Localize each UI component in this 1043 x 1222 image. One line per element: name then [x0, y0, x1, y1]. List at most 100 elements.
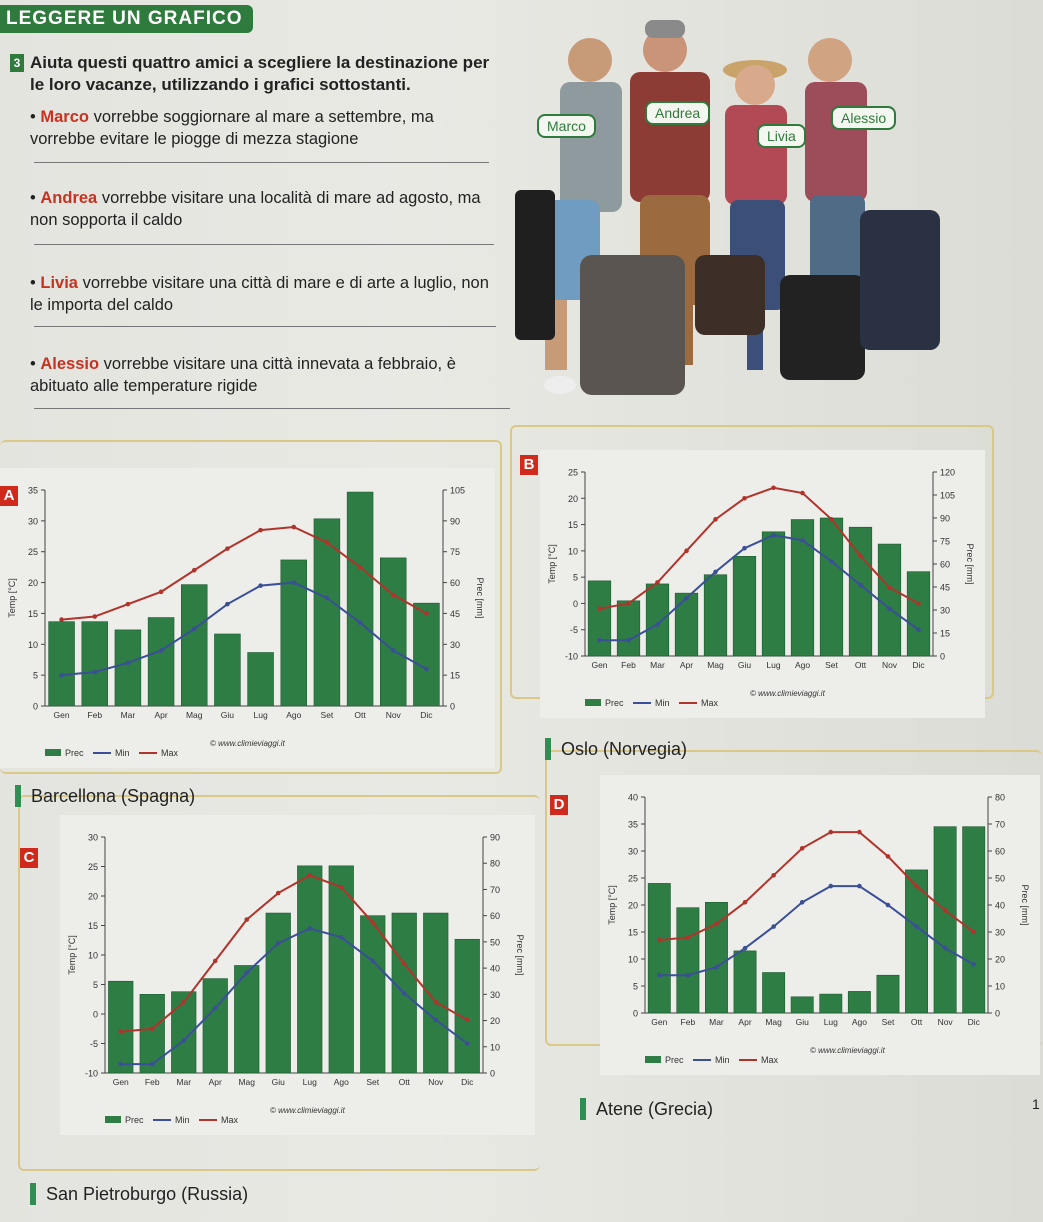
- prec-tick-label: 90: [490, 833, 500, 843]
- prec-tick-label: 80: [995, 793, 1005, 803]
- min-line-point: [684, 595, 689, 601]
- prec-bar: [933, 826, 957, 1014]
- max-line-point: [191, 567, 197, 573]
- max-line: [61, 526, 427, 621]
- min-line-point: [771, 532, 776, 538]
- month-label: Set: [882, 1017, 895, 1027]
- max-line-point: [655, 580, 660, 585]
- min-line: [599, 534, 920, 642]
- prec-tick-label: 15: [940, 629, 950, 639]
- max-line-point: [971, 929, 977, 935]
- prec-bar: [877, 543, 902, 657]
- temp-tick-label: 20: [88, 892, 98, 902]
- temp-tick-label: 10: [628, 955, 638, 965]
- prec-bar: [790, 996, 814, 1014]
- person-alessio: [805, 38, 867, 285]
- month-label: Apr: [738, 1017, 751, 1027]
- min-line-point: [390, 648, 396, 653]
- friend-desc: vorrebbe visitare una città di mare e di…: [30, 274, 489, 314]
- max-line-point: [828, 829, 834, 835]
- city-label-oslo: Oslo (Norvegia): [545, 738, 687, 760]
- prec-tick-label: 45: [450, 609, 460, 619]
- prec-bar: [905, 869, 928, 1014]
- max-line-point: [742, 900, 748, 905]
- climate-chart-atene: 0 5 10 15 20 25 30 35 40 0 10 20 30 40 50 60 70 80 Temp [°…: [600, 775, 1040, 1075]
- legend-source: © www.climieviaggi.it: [750, 689, 826, 698]
- temp-axis-title: Temp [°C]: [7, 578, 17, 618]
- prec-bar: [346, 491, 374, 707]
- suitcase-icon: [860, 210, 940, 350]
- prec-tick-label: 75: [940, 537, 950, 547]
- max-line-point: [942, 908, 948, 913]
- answer-line-andrea[interactable]: [34, 244, 494, 245]
- max-line-point: [626, 601, 631, 606]
- max-line-point: [887, 585, 892, 590]
- prec-tick-label: 0: [995, 1009, 1000, 1019]
- max-line-point: [92, 614, 98, 619]
- prec-tick-label: 0: [490, 1069, 495, 1079]
- answer-line-livia[interactable]: [34, 326, 496, 327]
- answer-line-alessio[interactable]: [34, 408, 510, 409]
- month-label: Apr: [154, 710, 167, 720]
- max-line-point: [149, 1026, 155, 1032]
- temp-tick-label: -5: [570, 625, 578, 635]
- prec-tick-label: 20: [490, 1016, 500, 1026]
- temp-tick-label: 5: [633, 982, 638, 992]
- max-line-point: [370, 920, 376, 925]
- prec-bar: [819, 517, 844, 657]
- prec-tick-label: 20: [995, 955, 1005, 965]
- prec-axis-title: Prec [mm]: [515, 934, 525, 975]
- chart-letter-c: C: [20, 848, 38, 868]
- max-line-point: [275, 890, 281, 896]
- min-line-point: [597, 637, 602, 643]
- chart-letter-a: A: [0, 486, 18, 506]
- friend-andrea-text: • Andrea vorrebbe visitare una località …: [30, 189, 481, 229]
- min-line-point: [916, 627, 921, 633]
- prec-bar: [616, 600, 641, 657]
- prec-tick-label: 105: [450, 486, 465, 496]
- prec-tick-label: 90: [940, 514, 950, 524]
- prec-bar: [676, 907, 700, 1014]
- suitcase-icon: [580, 255, 685, 395]
- prec-bar: [147, 617, 175, 707]
- min-line-point: [714, 964, 719, 970]
- max-line: [120, 874, 468, 1033]
- friend-desc: vorrebbe visitare una città innevata a f…: [30, 355, 456, 395]
- legend-prec-label: Prec: [125, 1115, 144, 1125]
- friend-name: Andrea: [40, 189, 98, 207]
- bag-icon: [515, 190, 555, 340]
- max-line-point: [799, 846, 805, 851]
- prec-tick-label: 10: [995, 982, 1005, 992]
- max-line-point: [291, 524, 297, 530]
- month-label: Ott: [855, 660, 867, 670]
- label-andrea: Andrea: [645, 101, 711, 125]
- max-line-point: [656, 937, 662, 943]
- month-label: Mag: [238, 1077, 255, 1087]
- prec-bar: [265, 912, 291, 1074]
- prec-tick-label: 30: [995, 928, 1005, 938]
- prec-tick-label: 0: [940, 652, 945, 662]
- suitcase-icon: [695, 255, 765, 335]
- min-line-point: [685, 972, 691, 978]
- max-line-point: [357, 564, 363, 570]
- min-line: [659, 885, 975, 977]
- min-line-point: [191, 626, 197, 632]
- answer-line-marco[interactable]: [34, 162, 489, 163]
- temp-tick-label: 35: [28, 486, 38, 496]
- temp-tick-label: 5: [93, 980, 98, 990]
- prec-bar: [703, 574, 728, 657]
- min-line-point: [858, 582, 863, 588]
- prec-bar: [587, 580, 612, 657]
- temp-tick-label: 15: [88, 921, 98, 931]
- legend-prec-label: Prec: [65, 748, 84, 758]
- month-label: Nov: [386, 710, 402, 720]
- min-line-point: [291, 580, 297, 585]
- max-line-point: [401, 961, 407, 967]
- friend-name: Livia: [40, 274, 78, 292]
- min-line-point: [357, 620, 363, 625]
- temp-axis-title: Temp [°C]: [67, 935, 77, 975]
- max-line-point: [433, 999, 439, 1005]
- friend-livia-text: • Livia vorrebbe visitare una città di m…: [30, 274, 489, 314]
- page-number: 1: [1032, 1096, 1040, 1112]
- prec-bar: [360, 915, 386, 1074]
